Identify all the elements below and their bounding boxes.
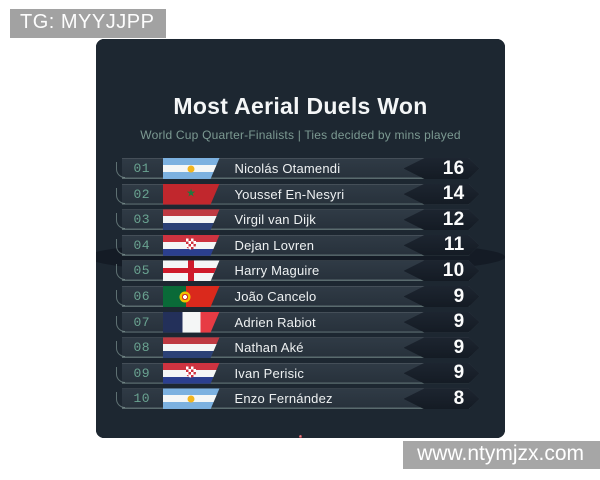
rank-label: 06 [133,289,151,305]
value-chevron: 9 [404,363,480,384]
row-bar: 03 Virgil van Dijk 12 [122,209,480,230]
value-chevron: 8 [404,388,480,409]
row-bar: 08 Nathan Aké 9 [122,337,480,358]
stat-value: 16 [442,157,465,179]
rank-label: 09 [133,365,151,381]
england-flag [163,260,220,281]
leaderboard: 01 Nicolás Otamendi 16 02 Youssef En-Nes… [115,158,480,414]
morocco-flag [163,184,220,205]
table-row: 09 Ivan Perisic 9 [115,363,480,384]
stat-value: 9 [453,362,465,384]
netherlands-flag [163,209,220,230]
player-name: Nathan Aké [234,340,304,356]
stat-value: 12 [442,208,465,230]
rank-label: 05 [133,263,151,279]
table-row: 01 Nicolás Otamendi 16 [115,158,480,179]
player-name: João Cancelo [234,289,317,305]
row-bar: 05 Harry Maguire 10 [122,260,480,281]
telegram-watermark-text: TG: MYYJJPP [20,11,155,33]
value-chevron: 12 [404,209,480,230]
website-watermark-text: www.ntymjzx.com [417,442,584,465]
portugal-flag [163,286,220,307]
row-bar: 07 Adrien Rabiot 9 [122,312,480,333]
rank-label: 08 [133,340,151,356]
stat-value: 10 [442,259,465,281]
croatia-flag [163,235,220,256]
row-bar: 04 Dejan Lovren 11 [122,235,480,256]
table-row: 02 Youssef En-Nesyri 14 [115,184,480,205]
table-row: 03 Virgil van Dijk 12 [115,209,480,230]
table-row: 06 João Cancelo 9 [115,286,480,307]
value-chevron: 9 [404,286,480,307]
stat-value: 11 [443,234,465,256]
rank-label: 07 [133,314,151,330]
page-title: Most Aerial Duels Won [173,93,428,120]
value-chevron: 11 [404,235,480,256]
value-chevron: 9 [404,312,480,333]
telegram-watermark: TG: MYYJJPP [10,9,167,38]
argentina-flag [163,158,220,179]
stat-value: 8 [453,387,465,409]
player-name: Ivan Perisic [234,365,305,381]
argentina-flag [163,388,220,409]
croatia-flag [163,363,220,384]
player-name: Enzo Fernández [234,391,333,407]
stat-value: 14 [442,183,465,205]
player-name: Dejan Lovren [234,237,315,253]
player-name: Nicolás Otamendi [234,161,341,177]
rank-label: 02 [133,186,151,202]
row-bar: 10 Enzo Fernández 8 [122,388,480,409]
row-bar: 01 Nicolás Otamendi 16 [122,158,480,179]
stat-value: 9 [453,336,465,358]
netherlands-flag [163,337,220,358]
france-flag [163,312,220,333]
value-chevron: 10 [404,260,480,281]
page-subtitle: World Cup Quarter-Finalists | Ties decid… [140,128,461,143]
table-row: 04 Dejan Lovren 11 [115,235,480,256]
rank-label: 01 [133,161,151,177]
player-name: Youssef En-Nesyri [234,186,345,202]
rank-label: 04 [133,237,151,253]
player-name: Virgil van Dijk [234,212,317,228]
player-name: Harry Maguire [234,263,320,279]
rank-label: 10 [133,391,151,407]
row-bar: 06 João Cancelo 9 [122,286,480,307]
stat-value: 9 [453,311,465,333]
stats-card: Most Aerial Duels Won World Cup Quarter-… [96,39,505,438]
value-chevron: 16 [404,158,480,179]
stat-value: 9 [453,285,465,307]
swirl-club-logo-icon [298,434,303,438]
row-bar: 09 Ivan Perisic 9 [122,363,480,384]
value-chevron: 9 [404,337,480,358]
row-bar: 02 Youssef En-Nesyri 14 [122,184,480,205]
player-name: Adrien Rabiot [234,314,316,330]
rank-label: 03 [133,212,151,228]
table-row: 08 Nathan Aké 9 [115,337,480,358]
value-chevron: 14 [404,184,480,205]
table-row: 10 Enzo Fernández 8 [115,388,480,409]
table-row: 05 Harry Maguire 10 [115,260,480,281]
table-row: 07 Adrien Rabiot 9 [115,312,480,333]
website-watermark: www.ntymjzx.com [403,441,600,469]
